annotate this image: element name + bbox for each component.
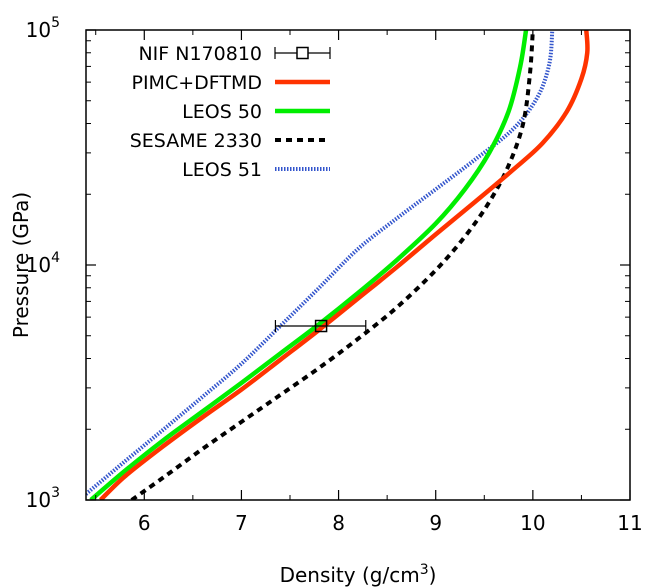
series-line-pimc-dftmd (98, 30, 590, 500)
legend-label: SESAME 2330 (130, 130, 262, 152)
data-point-marker (314, 319, 328, 333)
x-tick-label: 9 (429, 511, 442, 535)
x-tick-label: 7 (235, 511, 248, 535)
x-tick-label: 8 (332, 511, 345, 535)
x-tick-label: 10 (520, 511, 545, 535)
x-tick-label: 11 (617, 511, 642, 535)
x-axis-title-main: Density (g/cm (280, 563, 420, 587)
legend-label: NIF N170810 (138, 43, 262, 65)
legend-label: LEOS 51 (182, 159, 262, 181)
plot-frame (85, 29, 631, 501)
y-axis-title: Pressure (GPa) (9, 192, 33, 338)
legend-swatch-marker (296, 46, 309, 60)
x-axis-title-end: ) (429, 563, 437, 587)
series-layer (86, 30, 590, 500)
series-line-leos-51 (86, 30, 555, 496)
legend-label: LEOS 50 (182, 101, 262, 123)
series-line-sesame-2330 (130, 30, 535, 500)
y-tick-label: 103 (26, 485, 60, 512)
x-tick-label: 6 (138, 511, 151, 535)
series-line-leos-50 (89, 30, 529, 500)
legend-label: PIMC+DFTMD (132, 72, 263, 94)
ticks-layer: 6 7 8 9 10 11 103 104 105 (26, 15, 643, 535)
x-axis-title: Density (g/cm3) (280, 562, 437, 587)
y-tick-label: 105 (26, 15, 60, 42)
legend: NIF N170810 PIMC+DFTMD LEOS 50 SESAME 2330 L… (130, 43, 331, 181)
y-tick-label: 104 (26, 250, 60, 277)
x-axis-title-sup: 3 (420, 562, 429, 578)
